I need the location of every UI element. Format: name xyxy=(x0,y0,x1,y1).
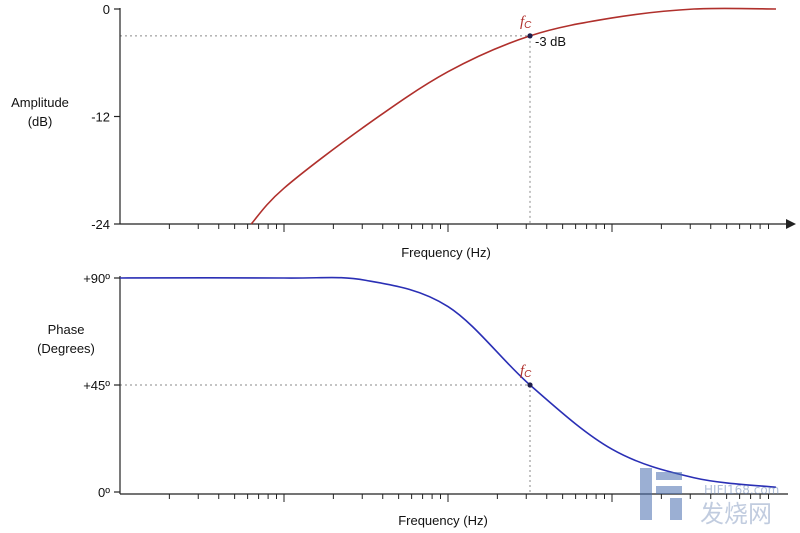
phase-y-tick-label: +90º xyxy=(83,271,110,286)
amplitude-series-line xyxy=(250,7,777,225)
phase-cutoff-marker: fC xyxy=(520,363,533,388)
amplitude-ylabel-line2: (dB) xyxy=(28,114,53,129)
phase-panel: +90º +45º 0º Phase (Degrees) Frequency (Hz… xyxy=(37,271,788,528)
watermark: HIFI168.com 发烧网 xyxy=(640,468,779,528)
phase-cutoff-point xyxy=(527,382,533,388)
amplitude-y-tick-label: -12 xyxy=(91,110,110,125)
phase-y-tick-label: 0º xyxy=(98,485,110,500)
amplitude-cutoff-point xyxy=(527,33,533,39)
phase-series-line xyxy=(119,276,777,489)
phase-x-ticks xyxy=(168,494,769,502)
amplitude-y-tick-label: 0 xyxy=(103,2,110,17)
amplitude-guides xyxy=(120,35,531,224)
amplitude-cutoff-value-label: -3 dB xyxy=(535,34,566,49)
amplitude-panel: 0 -12 -24 Amplitude (dB) Frequency (Hz) fC… xyxy=(11,2,796,260)
amplitude-xlabel: Frequency (Hz) xyxy=(401,245,491,260)
phase-ylabel-line1: Phase xyxy=(48,322,85,337)
amplitude-y-ticks: 0 -12 -24 xyxy=(91,2,120,232)
phase-y-tick-label: +45º xyxy=(83,378,110,393)
amplitude-series xyxy=(250,7,777,225)
phase-cutoff-label: fC xyxy=(520,363,532,380)
amplitude-x-ticks xyxy=(168,224,769,232)
phase-series xyxy=(119,276,777,489)
watermark-logo-icon xyxy=(640,468,682,520)
phase-guides xyxy=(120,384,531,494)
amplitude-y-tick-label: -24 xyxy=(91,217,110,232)
watermark-text: 发烧网 xyxy=(700,500,772,528)
phase-y-ticks: +90º +45º 0º xyxy=(83,271,120,500)
phase-ylabel-line2: (Degrees) xyxy=(37,341,95,356)
amplitude-x-arrow xyxy=(786,219,796,229)
watermark-brand: HIFI168.com xyxy=(704,483,779,497)
amplitude-ylabel-line1: Amplitude xyxy=(11,95,69,110)
amplitude-cutoff-label: fC xyxy=(520,14,532,31)
amplitude-cutoff-marker: fC-3 dB xyxy=(520,14,566,49)
phase-xlabel: Frequency (Hz) xyxy=(398,513,488,528)
